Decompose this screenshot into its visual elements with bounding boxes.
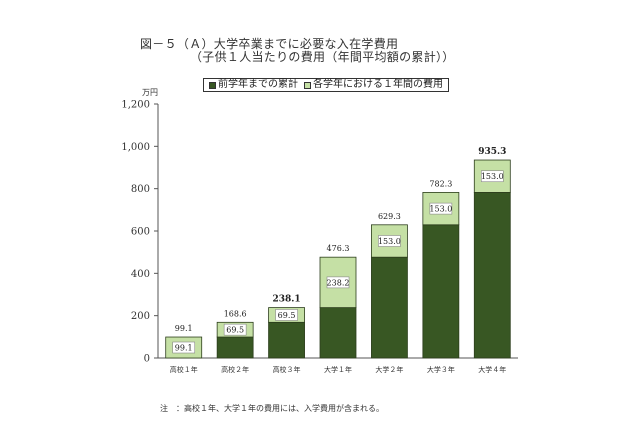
x-category-label: 高校２年 (221, 365, 249, 374)
y-tick-label: 400 (131, 269, 150, 280)
segment-value-label: 69.5 (226, 326, 244, 335)
bar-cumulative-segment (422, 224, 460, 359)
segment-label-box (378, 235, 401, 247)
chart-axes: 万円 0 200 400 600 800 1,000 1,200 高校１年 高校２年 高校３年 大学１… (121, 88, 518, 374)
chart-bars (165, 159, 511, 359)
legend-label-cumulative: 前学年までの累計 (218, 79, 298, 90)
y-tick-label: 800 (131, 184, 150, 195)
title-line-2: （子供１人当たりの費用（年間平均額の累計）） (190, 50, 455, 64)
chart-title: 図－５（Ａ）大学卒業までに必要な入在学費用 （子供１人当たりの費用（年間平均額の… (140, 38, 455, 64)
legend-label-annual: 各学年における１年間の費用 (313, 79, 443, 90)
x-category-label: 大学４年 (478, 365, 506, 374)
x-category-label: 大学２年 (375, 365, 403, 374)
segment-label-box (275, 309, 298, 321)
x-category-label: 高校１年 (170, 365, 198, 374)
total-value-label: 168.6 (224, 309, 247, 318)
segment-value-label: 238.2 (327, 278, 350, 287)
y-tick-label: 1,200 (121, 100, 150, 111)
y-tick-label: 0 (144, 354, 150, 365)
x-category-label: 大学３年 (427, 365, 455, 374)
chart-labels: 99.1 99.1 69.5 168.6 69.5 238.1 238.2 476.3 153.… (172, 147, 506, 354)
legend-swatch-cumulative (209, 81, 216, 89)
total-value-label: 629.3 (378, 212, 401, 221)
bar-cumulative-segment (319, 307, 357, 359)
x-category-label: 大学１年 (324, 365, 352, 374)
segment-value-label: 99.1 (175, 344, 193, 353)
legend-swatch-annual (304, 81, 311, 89)
segment-value-label: 153.0 (481, 172, 504, 181)
segment-value-label: 153.0 (429, 205, 452, 214)
segment-value-label: 153.0 (378, 237, 401, 246)
segment-value-label: 69.5 (278, 311, 296, 320)
segment-label-box (223, 323, 247, 336)
bar-cumulative-segment (371, 256, 408, 359)
total-value-label: 782.3 (429, 179, 452, 188)
y-unit-label: 万円 (142, 88, 158, 97)
total-value-label: 238.1 (272, 295, 300, 305)
total-value-label: 99.1 (175, 324, 193, 333)
total-value-label: 935.3 (478, 147, 506, 157)
bar-cumulative-segment (216, 336, 254, 359)
segment-label-box (172, 341, 196, 354)
title-line-1: 図－５（Ａ）大学卒業までに必要な入在学費用 (140, 37, 399, 51)
y-tick-label: 600 (131, 227, 150, 238)
y-tick-label: 1,000 (121, 142, 150, 153)
bar-cumulative-segment (268, 321, 305, 359)
y-tick-label: 200 (131, 311, 150, 322)
footnote: 注 ：高校１年、大学１年の費用には、入学費用が含まれる。 (160, 404, 384, 413)
total-value-label: 476.3 (327, 244, 350, 253)
legend-item-annual: 各学年における１年間の費用 (304, 79, 443, 91)
legend-item-cumulative: 前学年までの累計 (209, 79, 298, 91)
bar-cumulative-segment (473, 192, 511, 359)
segment-label-box (480, 170, 504, 183)
segment-label-box (326, 276, 350, 289)
chart-legend: 前学年までの累計 各学年における１年間の費用 (203, 78, 449, 92)
segment-label-box (429, 202, 453, 215)
x-category-label: 高校３年 (273, 365, 301, 374)
